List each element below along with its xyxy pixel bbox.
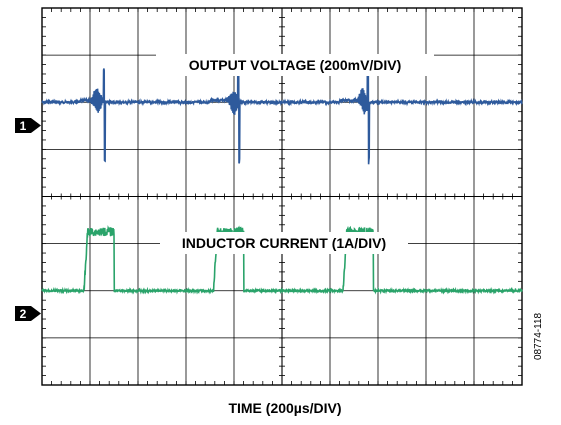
ch1-marker: 1 [15,118,41,133]
ch2-label: INDUCTOR CURRENT (1A/DIV) [182,235,386,251]
x-axis-label: TIME (200µs/DIV) [228,400,341,416]
plot-labels: OUTPUT VOLTAGE (200mV/DIV) INDUCTOR CURR… [156,54,434,416]
plot-grid [41,7,523,386]
figure-id: 08774-118 [533,312,544,360]
ch2-inductor-current-trace [41,224,523,295]
ch2-label-bg [160,232,408,254]
ch2-marker-label: 2 [20,307,27,321]
plot-traces [41,62,523,295]
ch2-marker: 2 [15,306,41,321]
ch1-output-voltage-trace [41,62,523,165]
ch1-label-bg [156,54,434,76]
ch1-label: OUTPUT VOLTAGE (200mV/DIV) [189,57,402,73]
channel-markers: 1 2 [15,118,41,321]
ch1-marker-label: 1 [20,119,27,133]
